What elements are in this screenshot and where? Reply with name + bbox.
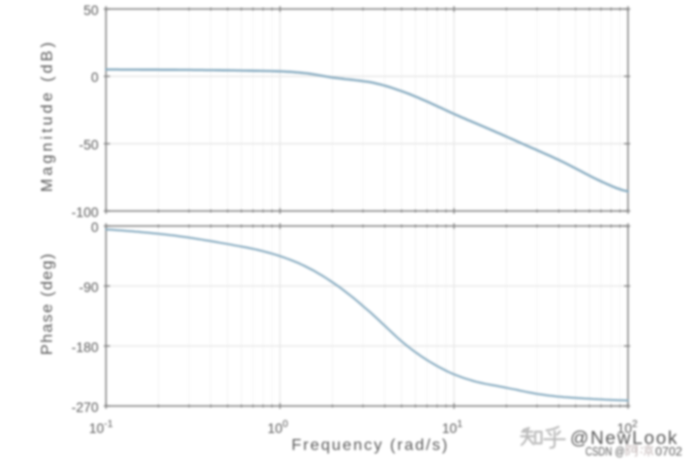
svg-text:0702: 0702 — [655, 445, 682, 459]
svg-text:CSDN: CSDN — [585, 445, 612, 459]
svg-text:0: 0 — [91, 220, 99, 235]
svg-text:-90: -90 — [79, 280, 99, 295]
svg-text:@NewLook: @NewLook — [570, 427, 678, 448]
svg-text:-50: -50 — [79, 137, 99, 152]
svg-text:-270: -270 — [71, 400, 98, 415]
svg-text:Frequency (rad/s): Frequency (rad/s) — [292, 437, 450, 454]
svg-text:Magnitude (dB): Magnitude (dB) — [39, 39, 56, 192]
svg-text:-180: -180 — [71, 340, 98, 355]
svg-text:@: @ — [615, 445, 625, 459]
svg-text:Phase (deg): Phase (deg) — [39, 252, 56, 355]
svg-text:-100: -100 — [71, 205, 98, 220]
svg-text:50: 50 — [83, 3, 98, 18]
svg-text:0: 0 — [91, 70, 99, 85]
